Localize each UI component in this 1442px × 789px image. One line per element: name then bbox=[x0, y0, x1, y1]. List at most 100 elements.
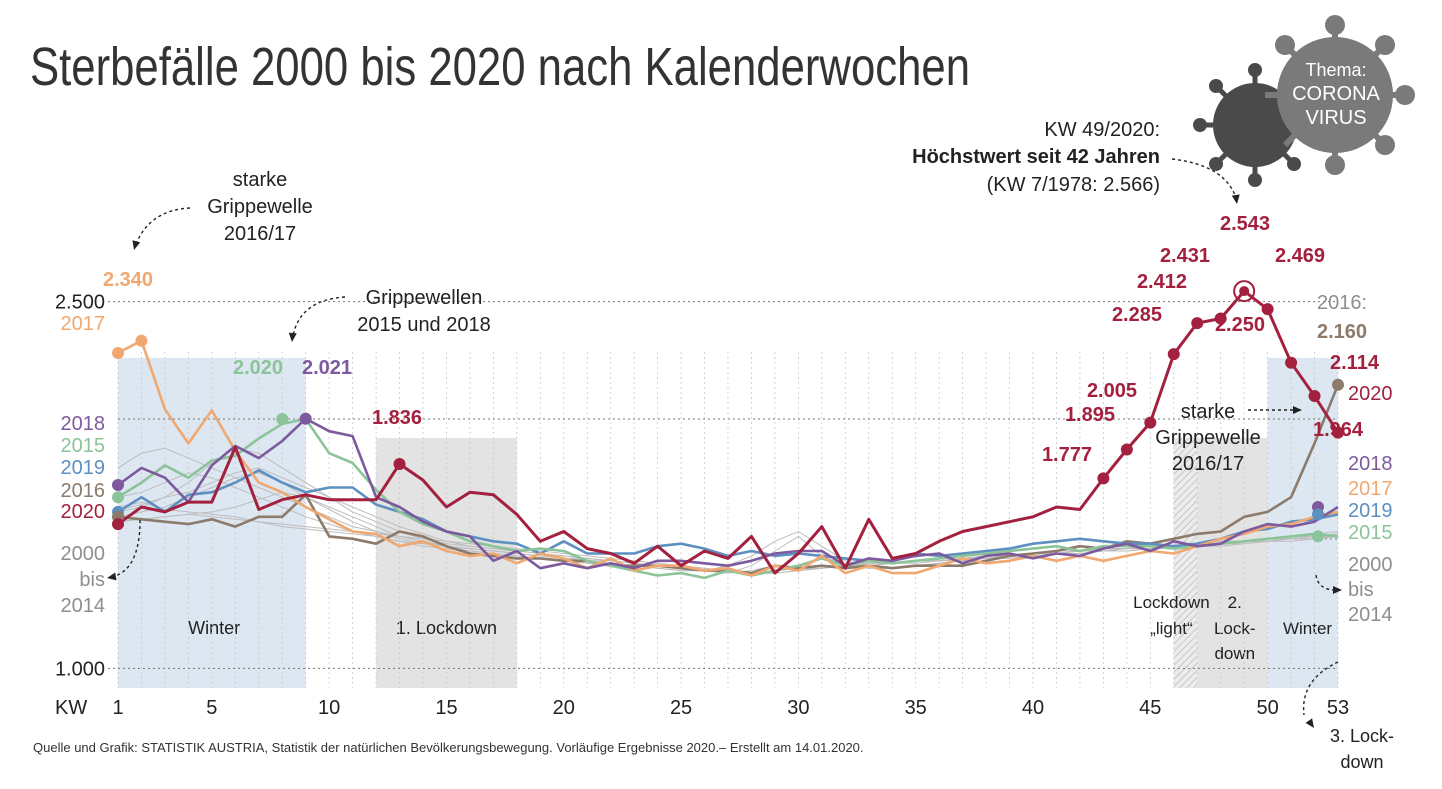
annotation-flu-2016-17-right-0: starke bbox=[1181, 401, 1235, 423]
legend-right-2015: 2015 bbox=[1348, 522, 1393, 544]
legend-right-2020: 2020 bbox=[1348, 383, 1393, 405]
point-2020-kw47 bbox=[1191, 317, 1204, 330]
series-end-point-2019 bbox=[1312, 508, 1324, 521]
point-label-2020-kw51: 2.250 bbox=[1215, 314, 1265, 336]
history-label-left-2: 2014 bbox=[61, 595, 106, 617]
y-tick-label: 1.000 bbox=[55, 658, 105, 680]
annotation-flu-2016-17-right-1: Grippewelle bbox=[1155, 427, 1261, 449]
point-label-2020-kw13: 1.836 bbox=[372, 407, 422, 429]
annotation-peak-2: (KW 7/1978: 2.566) bbox=[987, 174, 1160, 196]
point-2020-kw53 bbox=[1332, 426, 1344, 439]
point-label-2020-kw48: 2.431 bbox=[1160, 245, 1210, 267]
annotation-flu-2015-2018-1: 2015 und 2018 bbox=[357, 314, 490, 336]
arrow-lockdown-3 bbox=[1302, 661, 1339, 728]
annotation-flu-2016-17-left-2: 2016/17 bbox=[224, 223, 296, 245]
region-label-winter-1: Winter bbox=[188, 618, 240, 638]
point-2016-kw53 bbox=[1332, 378, 1344, 391]
series-line-2019 bbox=[117, 469, 1339, 563]
annotation-flu-2016-17-left-0: starke bbox=[233, 169, 287, 191]
point-label-2017-kw2: 2.340 bbox=[103, 269, 153, 291]
x-tick-label: 5 bbox=[206, 697, 217, 719]
legend-left-2015: 2015 bbox=[61, 435, 106, 457]
point-label-2020-kw45: 2.005 bbox=[1087, 380, 1137, 402]
x-axis-label: KW bbox=[55, 697, 87, 719]
series-end-point-2015 bbox=[1312, 530, 1324, 543]
series-line-2017 bbox=[117, 339, 1339, 577]
point-2020-kw50 bbox=[1261, 303, 1274, 316]
point-2018-kw9 bbox=[299, 412, 312, 425]
x-tick-label: 53 bbox=[1327, 697, 1349, 719]
legend-left-2017: 2017 bbox=[61, 313, 106, 335]
x-tick-label: 30 bbox=[787, 697, 809, 719]
point-label-2020-kw49: 2.543 bbox=[1220, 213, 1270, 235]
annotation-flu-2016-17-right-2: 2016/17 bbox=[1172, 453, 1244, 475]
annotation-flu-2015-2018-0: Grippewellen bbox=[366, 287, 483, 309]
point-2020-kw52 bbox=[1308, 389, 1321, 402]
point-2020-kw48 bbox=[1214, 312, 1227, 325]
point-2020-kw51 bbox=[1285, 356, 1298, 369]
annotation-peak-0: KW 49/2020: bbox=[1044, 119, 1160, 141]
point-label-2015-kw8: 2.020 bbox=[233, 357, 283, 379]
x-tick-label: 40 bbox=[1022, 697, 1044, 719]
virus-icon-large bbox=[1265, 15, 1415, 175]
point-label-2020-kw44: 1.895 bbox=[1065, 404, 1115, 426]
annotation-peak-1: Höchstwert seit 42 Jahren bbox=[912, 146, 1160, 168]
x-tick-label: 10 bbox=[318, 697, 340, 719]
x-tick-label: 25 bbox=[670, 697, 692, 719]
x-tick-label: 1 bbox=[112, 697, 123, 719]
history-label-right-1: bis bbox=[1348, 579, 1374, 601]
history-label-right-0: 2000 bbox=[1348, 554, 1393, 576]
x-tick-label: 20 bbox=[553, 697, 575, 719]
point-2020-kw13 bbox=[393, 457, 406, 470]
arrow-history-right bbox=[1315, 574, 1342, 594]
region-label-winter-2: Winter bbox=[1283, 619, 1332, 638]
region-label-lockdown-2-1: 2. bbox=[1228, 593, 1242, 612]
region-label-lockdown-2-3: down bbox=[1214, 644, 1255, 663]
region-lockdown-2 bbox=[1197, 438, 1268, 688]
point-label-2020-kw43: 1.777 bbox=[1042, 444, 1092, 466]
point-label-2020-kw50: 2.469 bbox=[1275, 245, 1325, 267]
arrow-history-left bbox=[107, 519, 141, 581]
legend-right-2017: 2017 bbox=[1348, 478, 1393, 500]
corona-virus-badge: Thema: CORONA VIRUS bbox=[1193, 15, 1415, 187]
legend-left-2018: 2018 bbox=[61, 413, 106, 435]
point-2015-kw8 bbox=[276, 412, 289, 425]
history-label-right-2: 2014 bbox=[1348, 604, 1393, 626]
region-label-lockdown-light-2: „light“ bbox=[1150, 619, 1193, 638]
badge-line-2: CORONA bbox=[1292, 83, 1380, 105]
series-start-point-2018 bbox=[112, 479, 124, 492]
badge-line-1: Thema: bbox=[1305, 60, 1366, 80]
source-note: Quelle und Grafik: STATISTIK AUSTRIA, St… bbox=[33, 740, 864, 755]
x-tick-label: 50 bbox=[1256, 697, 1278, 719]
badge-line-3: VIRUS bbox=[1305, 107, 1366, 129]
region-label-lockdown-2-2: Lock- bbox=[1214, 619, 1256, 638]
point-label-2016-kw53: 2.160 bbox=[1317, 321, 1367, 343]
series-line-2020 bbox=[117, 289, 1340, 575]
point-label-2020-kw52: 2.114 bbox=[1330, 352, 1380, 374]
point-label-2018-kw9: 2.021 bbox=[302, 357, 352, 379]
annotation-lockdown-3-0: 3. Lock- bbox=[1330, 726, 1394, 746]
point-label-2020-kw53: 1.964 bbox=[1313, 419, 1364, 441]
series-line-2018 bbox=[117, 417, 1339, 570]
legend-left-2016: 2016 bbox=[61, 480, 106, 502]
annotation-2016-label: 2016: bbox=[1317, 292, 1367, 314]
chart-title: Sterbefälle 2000 bis 2020 nach Kalenderw… bbox=[30, 37, 970, 97]
history-label-left-1: bis bbox=[79, 569, 105, 591]
annotation-flu-2016-17-left-1: Grippewelle bbox=[207, 196, 313, 218]
point-2020-kw46 bbox=[1167, 348, 1180, 361]
x-tick-label: 15 bbox=[435, 697, 457, 719]
point-2020-kw44 bbox=[1120, 443, 1133, 456]
point-label-2020-kw47: 2.412 bbox=[1137, 271, 1187, 293]
point-2020-kw49 bbox=[1239, 286, 1250, 297]
arrow-flu-2016-17-left bbox=[132, 207, 191, 250]
series-start-point-2020 bbox=[112, 518, 124, 531]
point-2020-kw43 bbox=[1097, 472, 1110, 485]
annotation-lockdown-3-1: down bbox=[1340, 752, 1383, 772]
series-start-point-2017 bbox=[112, 346, 124, 359]
arrow-flu-2015-2018 bbox=[288, 296, 346, 342]
series-start-point-2015 bbox=[112, 491, 124, 504]
legend-right-2018: 2018 bbox=[1348, 453, 1393, 475]
x-tick-label: 45 bbox=[1139, 697, 1161, 719]
peak-marker-ring bbox=[1233, 280, 1256, 303]
arrow-flu-2016-17-right bbox=[1248, 406, 1302, 414]
